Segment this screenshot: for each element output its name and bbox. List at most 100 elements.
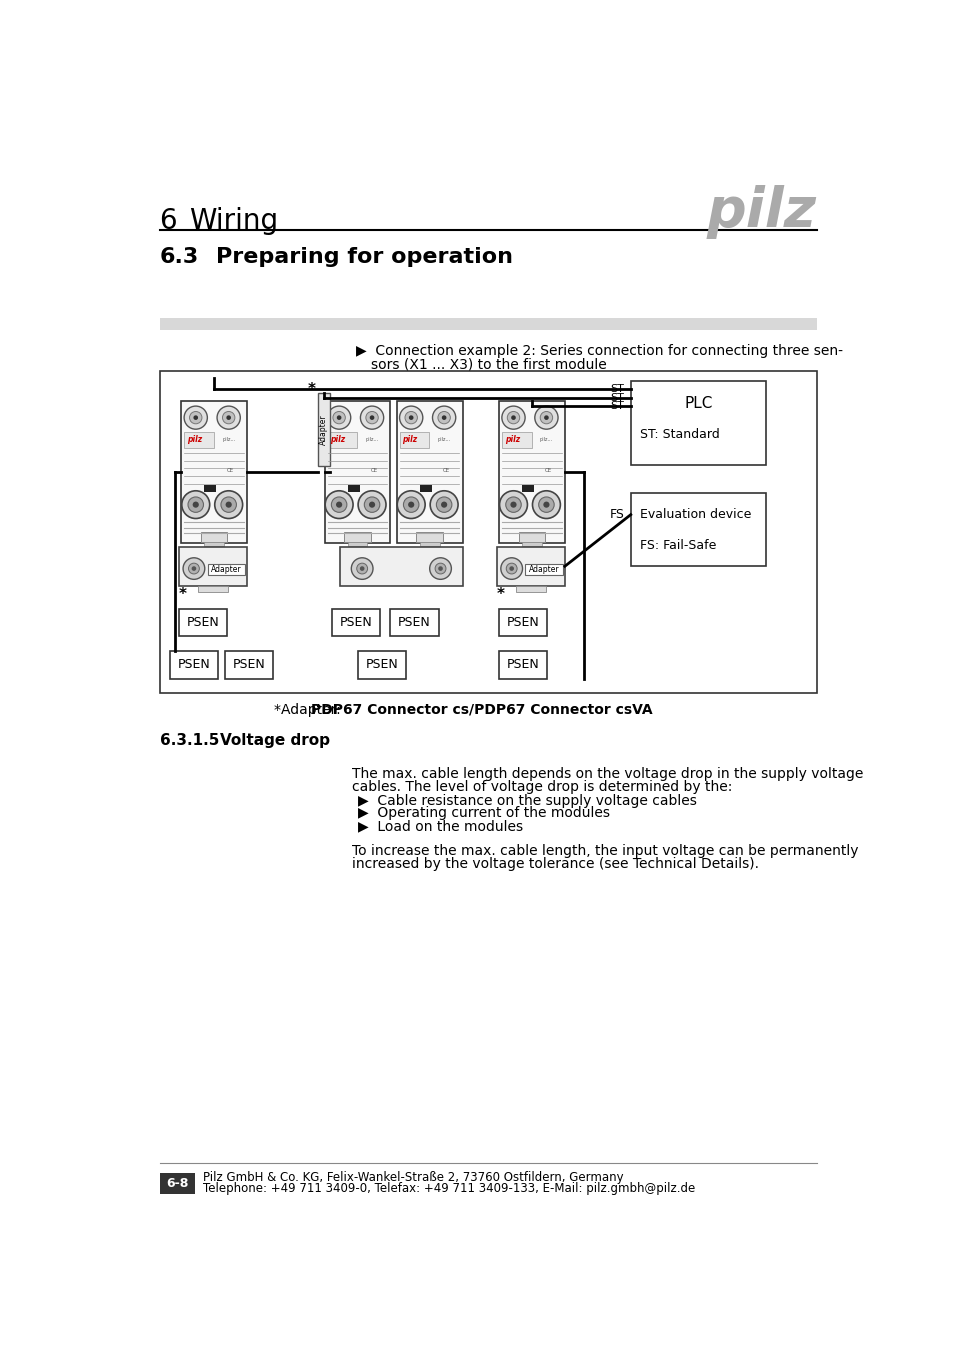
Text: *: * [307,382,315,397]
Circle shape [193,502,198,508]
Text: FS: Fail-Safe: FS: Fail-Safe [639,539,716,552]
Text: Voltage drop: Voltage drop [220,733,330,748]
Circle shape [364,497,379,513]
Circle shape [335,502,342,508]
Circle shape [357,491,386,518]
Bar [419,486,431,491]
Circle shape [222,412,234,424]
Circle shape [509,566,514,571]
Text: The max. cable length depends on the voltage drop in the supply voltage: The max. cable length depends on the vol… [352,767,862,782]
Text: Preparing for operation: Preparing for operation [216,247,513,267]
Circle shape [217,406,240,429]
Bar [317,393,330,466]
Text: pilz: pilz [504,436,519,444]
Circle shape [331,497,347,513]
Bar [340,547,462,586]
Circle shape [333,412,345,424]
Text: pilz: pilz [187,436,202,444]
Text: ST: ST [610,385,624,394]
Text: ST: ST [610,393,624,402]
Text: FS: FS [609,508,624,521]
Circle shape [511,416,516,420]
Circle shape [365,412,377,424]
Bar [198,586,228,591]
Circle shape [499,491,527,518]
Text: pilz: pilz [706,185,816,239]
Text: PSEN: PSEN [397,616,431,629]
Text: CE: CE [227,467,234,472]
Bar [416,532,442,541]
Bar [201,532,227,541]
Circle shape [359,566,364,571]
Text: Wiring: Wiring [189,207,278,235]
Bar [344,532,371,541]
Circle shape [327,406,351,429]
Text: Adapter: Adapter [319,414,328,446]
Text: ST: Standard: ST: Standard [639,428,720,441]
Circle shape [440,502,447,508]
Bar [521,541,541,547]
Bar [525,564,562,575]
Circle shape [535,406,558,429]
Circle shape [396,491,425,518]
Text: pilz...: pilz... [365,437,378,443]
Bar [170,651,217,679]
Text: PSEN: PSEN [339,616,373,629]
Bar [516,586,545,591]
Text: CE: CE [544,467,552,472]
Bar [521,486,534,491]
Text: sors (X1 ... X3) to the first module: sors (X1 ... X3) to the first module [371,358,606,371]
Text: CE: CE [442,467,449,472]
Circle shape [409,416,413,420]
Circle shape [532,491,559,518]
Circle shape [183,558,205,579]
Circle shape [543,416,548,420]
Bar [347,486,359,491]
Circle shape [543,502,549,508]
Circle shape [435,563,445,574]
Bar [324,401,390,543]
Text: 6: 6 [159,207,177,235]
Circle shape [189,563,199,574]
Circle shape [505,497,520,513]
Bar [497,547,564,586]
Circle shape [437,412,450,424]
Circle shape [429,558,451,579]
Text: pilz: pilz [402,436,417,444]
Bar [328,432,357,448]
Bar [518,532,544,541]
Text: pilz...: pilz... [437,437,450,443]
Text: Pilz GmbH & Co. KG, Felix-Wankel-Straße 2, 73760 Ostfildern, Germany: Pilz GmbH & Co. KG, Felix-Wankel-Straße … [203,1170,623,1184]
Text: increased by the voltage tolerance (see Technical Details).: increased by the voltage tolerance (see … [352,857,758,871]
Text: *Adapter:: *Adapter: [274,702,345,717]
Circle shape [325,491,353,518]
Circle shape [214,491,242,518]
Bar [159,319,816,329]
Circle shape [336,416,341,420]
Text: ▶  Connection example 2: Series connection for connecting three sen-: ▶ Connection example 2: Series connectio… [355,344,841,359]
Text: Telephone: +49 711 3409-0, Telefax: +49 711 3409-133, E-Mail: pilz.gmbh@pilz.de: Telephone: +49 711 3409-0, Telefax: +49 … [203,1183,695,1195]
Bar [630,381,765,466]
Circle shape [188,497,203,513]
Bar [332,609,380,636]
Text: PSEN: PSEN [506,659,538,671]
Bar [501,432,531,448]
Bar [357,651,406,679]
Bar [630,493,765,566]
Circle shape [506,563,517,574]
Text: ▶  Operating current of the modules: ▶ Operating current of the modules [357,806,609,821]
Circle shape [432,406,456,429]
Bar [179,609,227,636]
Bar [347,541,367,547]
Text: PLC: PLC [683,397,712,412]
Circle shape [184,406,207,429]
Circle shape [193,416,198,420]
Text: 6.3: 6.3 [159,247,198,267]
Circle shape [539,412,552,424]
Bar [225,651,274,679]
Circle shape [356,563,367,574]
Bar [179,547,247,586]
Circle shape [403,497,418,513]
Bar [184,432,213,448]
Bar [399,432,429,448]
